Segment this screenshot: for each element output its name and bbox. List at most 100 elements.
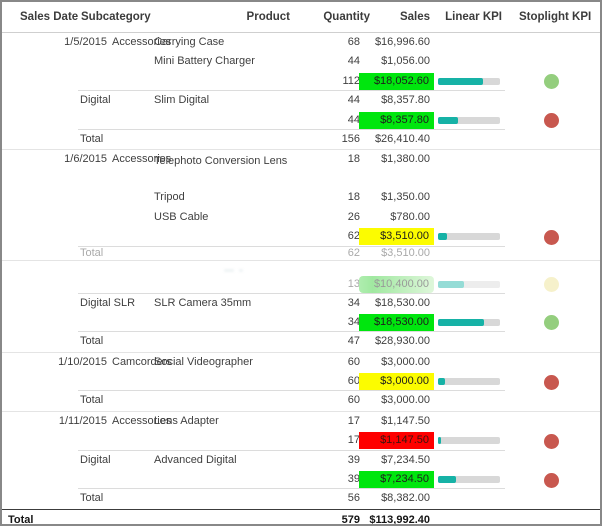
sales-date-cell: 1/11/2015 xyxy=(58,414,107,427)
linear-kpi-bar xyxy=(438,378,500,386)
linear-kpi-bar-fill xyxy=(438,378,446,386)
stoplight-indicator-red xyxy=(544,472,559,488)
subcategory-cell: Camcorders xyxy=(112,355,172,368)
column-header-linear-kpi: Linear KPI xyxy=(445,11,502,23)
column-header-sales-date: Sales Date xyxy=(20,11,79,23)
table-row-subtotal: 13 $10,400.00 xyxy=(2,275,600,294)
table-row-detail: Digital Slim Digital 44 $8,357.80 xyxy=(2,91,600,110)
linear-kpi-bar-fill xyxy=(438,280,465,288)
blurred-artifact xyxy=(224,268,234,272)
table-row-subtotal: 60 $3,000.00 xyxy=(2,372,600,392)
quantity-cell: 62 xyxy=(347,230,360,243)
sales-cell: $18,530.00 xyxy=(374,296,430,309)
linear-kpi-bar xyxy=(438,280,500,288)
linear-kpi-bar-fill xyxy=(438,318,484,326)
quantity-cell: 18 xyxy=(347,153,360,166)
table-row-group-total: Total 62 $3,510.00 xyxy=(2,247,600,261)
sales-kpi-cell-yellow: $3,000.00 xyxy=(359,373,434,391)
table-row-detail: USB Cable 26 $780.00 xyxy=(2,208,600,227)
stoplight-indicator-red xyxy=(544,374,559,390)
quantity-cell: 60 xyxy=(347,394,360,407)
product-cell: Mini Battery Charger xyxy=(154,55,255,68)
stoplight-indicator-red xyxy=(544,433,559,449)
sales-cell: $1,147.50 xyxy=(381,414,430,427)
product-cell: Telephoto Conversion Lens xyxy=(154,155,288,168)
column-header-sales: Sales xyxy=(399,11,430,23)
group-total-label: Total xyxy=(80,246,104,259)
quantity-cell: 60 xyxy=(347,355,360,368)
table-row-subtotal: 112 $18,052.60 xyxy=(2,72,600,92)
sales-kpi-cell-green: $18,052.60 xyxy=(359,72,434,90)
sales-cell: $3,510.00 xyxy=(381,246,430,259)
group-total-label: Total xyxy=(80,394,104,407)
linear-kpi-bar-fill xyxy=(438,116,459,124)
table-row-group-total: Total 156 $26,410.40 xyxy=(2,130,600,151)
quantity-cell: 60 xyxy=(347,375,360,388)
sales-kpi-cell-yellow: $3,510.00 xyxy=(359,228,434,246)
linear-kpi-bar xyxy=(438,233,500,241)
quantity-cell: 56 xyxy=(347,492,360,505)
sales-cell: $3,000.00 xyxy=(381,355,430,368)
quantity-cell: 579 xyxy=(341,513,360,526)
group-total-label: Total xyxy=(80,492,104,505)
sales-cell: $113,992.40 xyxy=(369,513,430,526)
table-row-detail: Tripod 18 $1,350.00 xyxy=(2,188,600,207)
quantity-cell: 17 xyxy=(347,414,360,427)
subcategory-cell: Digital xyxy=(80,453,111,466)
linear-kpi-bar-fill xyxy=(438,233,447,241)
table-body: 1/5/2015 Accessories Carrying Case 68 $16,99… xyxy=(2,33,600,526)
table-row-group-total: Total 56 $8,382.00 xyxy=(2,489,600,510)
quantity-cell: 26 xyxy=(347,210,360,223)
sales-cell: $8,357.80 xyxy=(381,94,430,107)
linear-kpi-bar-fill xyxy=(438,437,442,445)
sales-kpi-cell-green: $7,234.50 xyxy=(359,471,434,489)
quantity-cell: 17 xyxy=(347,434,360,447)
stoplight-indicator-green xyxy=(544,74,559,90)
linear-kpi-bar xyxy=(438,476,500,484)
product-cell: Social Videographer xyxy=(154,355,253,368)
linear-kpi-bar xyxy=(438,318,500,326)
faded-row-content: 13 $10,400.00 xyxy=(2,275,600,294)
sales-cell: $1,380.00 xyxy=(381,153,430,166)
sales-cell: $1,056.00 xyxy=(381,55,430,68)
sales-cell: $780.00 xyxy=(390,210,430,223)
quantity-cell: 68 xyxy=(347,36,360,48)
group-total-label: Total xyxy=(80,335,104,348)
table-row-subtotal: 34 $18,530.00 xyxy=(2,313,600,333)
sales-date-cell: 1/5/2015 xyxy=(64,36,107,48)
quantity-cell: 62 xyxy=(347,246,360,259)
group-total-label: Total xyxy=(80,132,104,145)
quantity-cell: 44 xyxy=(347,94,360,107)
product-cell: Carrying Case xyxy=(154,36,225,48)
quantity-cell: 112 xyxy=(342,74,360,87)
column-header-product: Product xyxy=(246,11,290,23)
table-row-detail: 1/11/2015 Accessories Lens Adapter 17 $1,147… xyxy=(2,412,600,431)
quantity-cell: 44 xyxy=(347,113,360,126)
sales-kpi-cell-red: $1,147.50 xyxy=(359,432,434,450)
table-header-row: Sales Date Subcategory Product Quantity … xyxy=(2,2,600,33)
sales-kpi-cell-fadegreen: $10,400.00 xyxy=(359,275,434,293)
table-row-group-total: Total 47 $28,930.00 xyxy=(2,332,600,353)
table-row-detail: Mini Battery Charger 44 $1,056.00 xyxy=(2,52,600,71)
subcategory-cell: Accessories xyxy=(112,414,172,427)
table-row-group-total: Total 60 $3,000.00 xyxy=(2,391,600,412)
stoplight-indicator-red xyxy=(544,113,559,129)
table-row-detail: Digital SLR SLR Camera 35mm 34 $18,530.00 xyxy=(2,294,600,313)
sales-cell: $28,930.00 xyxy=(374,335,430,348)
grand-total-label: Total xyxy=(8,513,34,526)
blurred-artifact xyxy=(239,268,243,272)
sales-cell: $7,234.50 xyxy=(381,453,430,466)
table-row-subtotal: 39 $7,234.50 xyxy=(2,470,600,490)
product-cell: Lens Adapter xyxy=(154,414,219,427)
table-row-blank xyxy=(2,261,600,275)
sales-cell: $1,350.00 xyxy=(381,191,430,204)
linear-kpi-bar-fill xyxy=(438,476,456,484)
linear-kpi-bar xyxy=(438,116,500,124)
product-cell: Advanced Digital xyxy=(154,453,237,466)
table-row-detail: 1/5/2015 Accessories Carrying Case 68 $16,99… xyxy=(2,33,600,52)
subcategory-cell: Digital xyxy=(80,94,111,107)
sales-kpi-cell-green: $18,530.00 xyxy=(359,313,434,331)
subcategory-cell: Digital SLR xyxy=(80,296,136,309)
linear-kpi-bar-fill xyxy=(438,77,483,85)
